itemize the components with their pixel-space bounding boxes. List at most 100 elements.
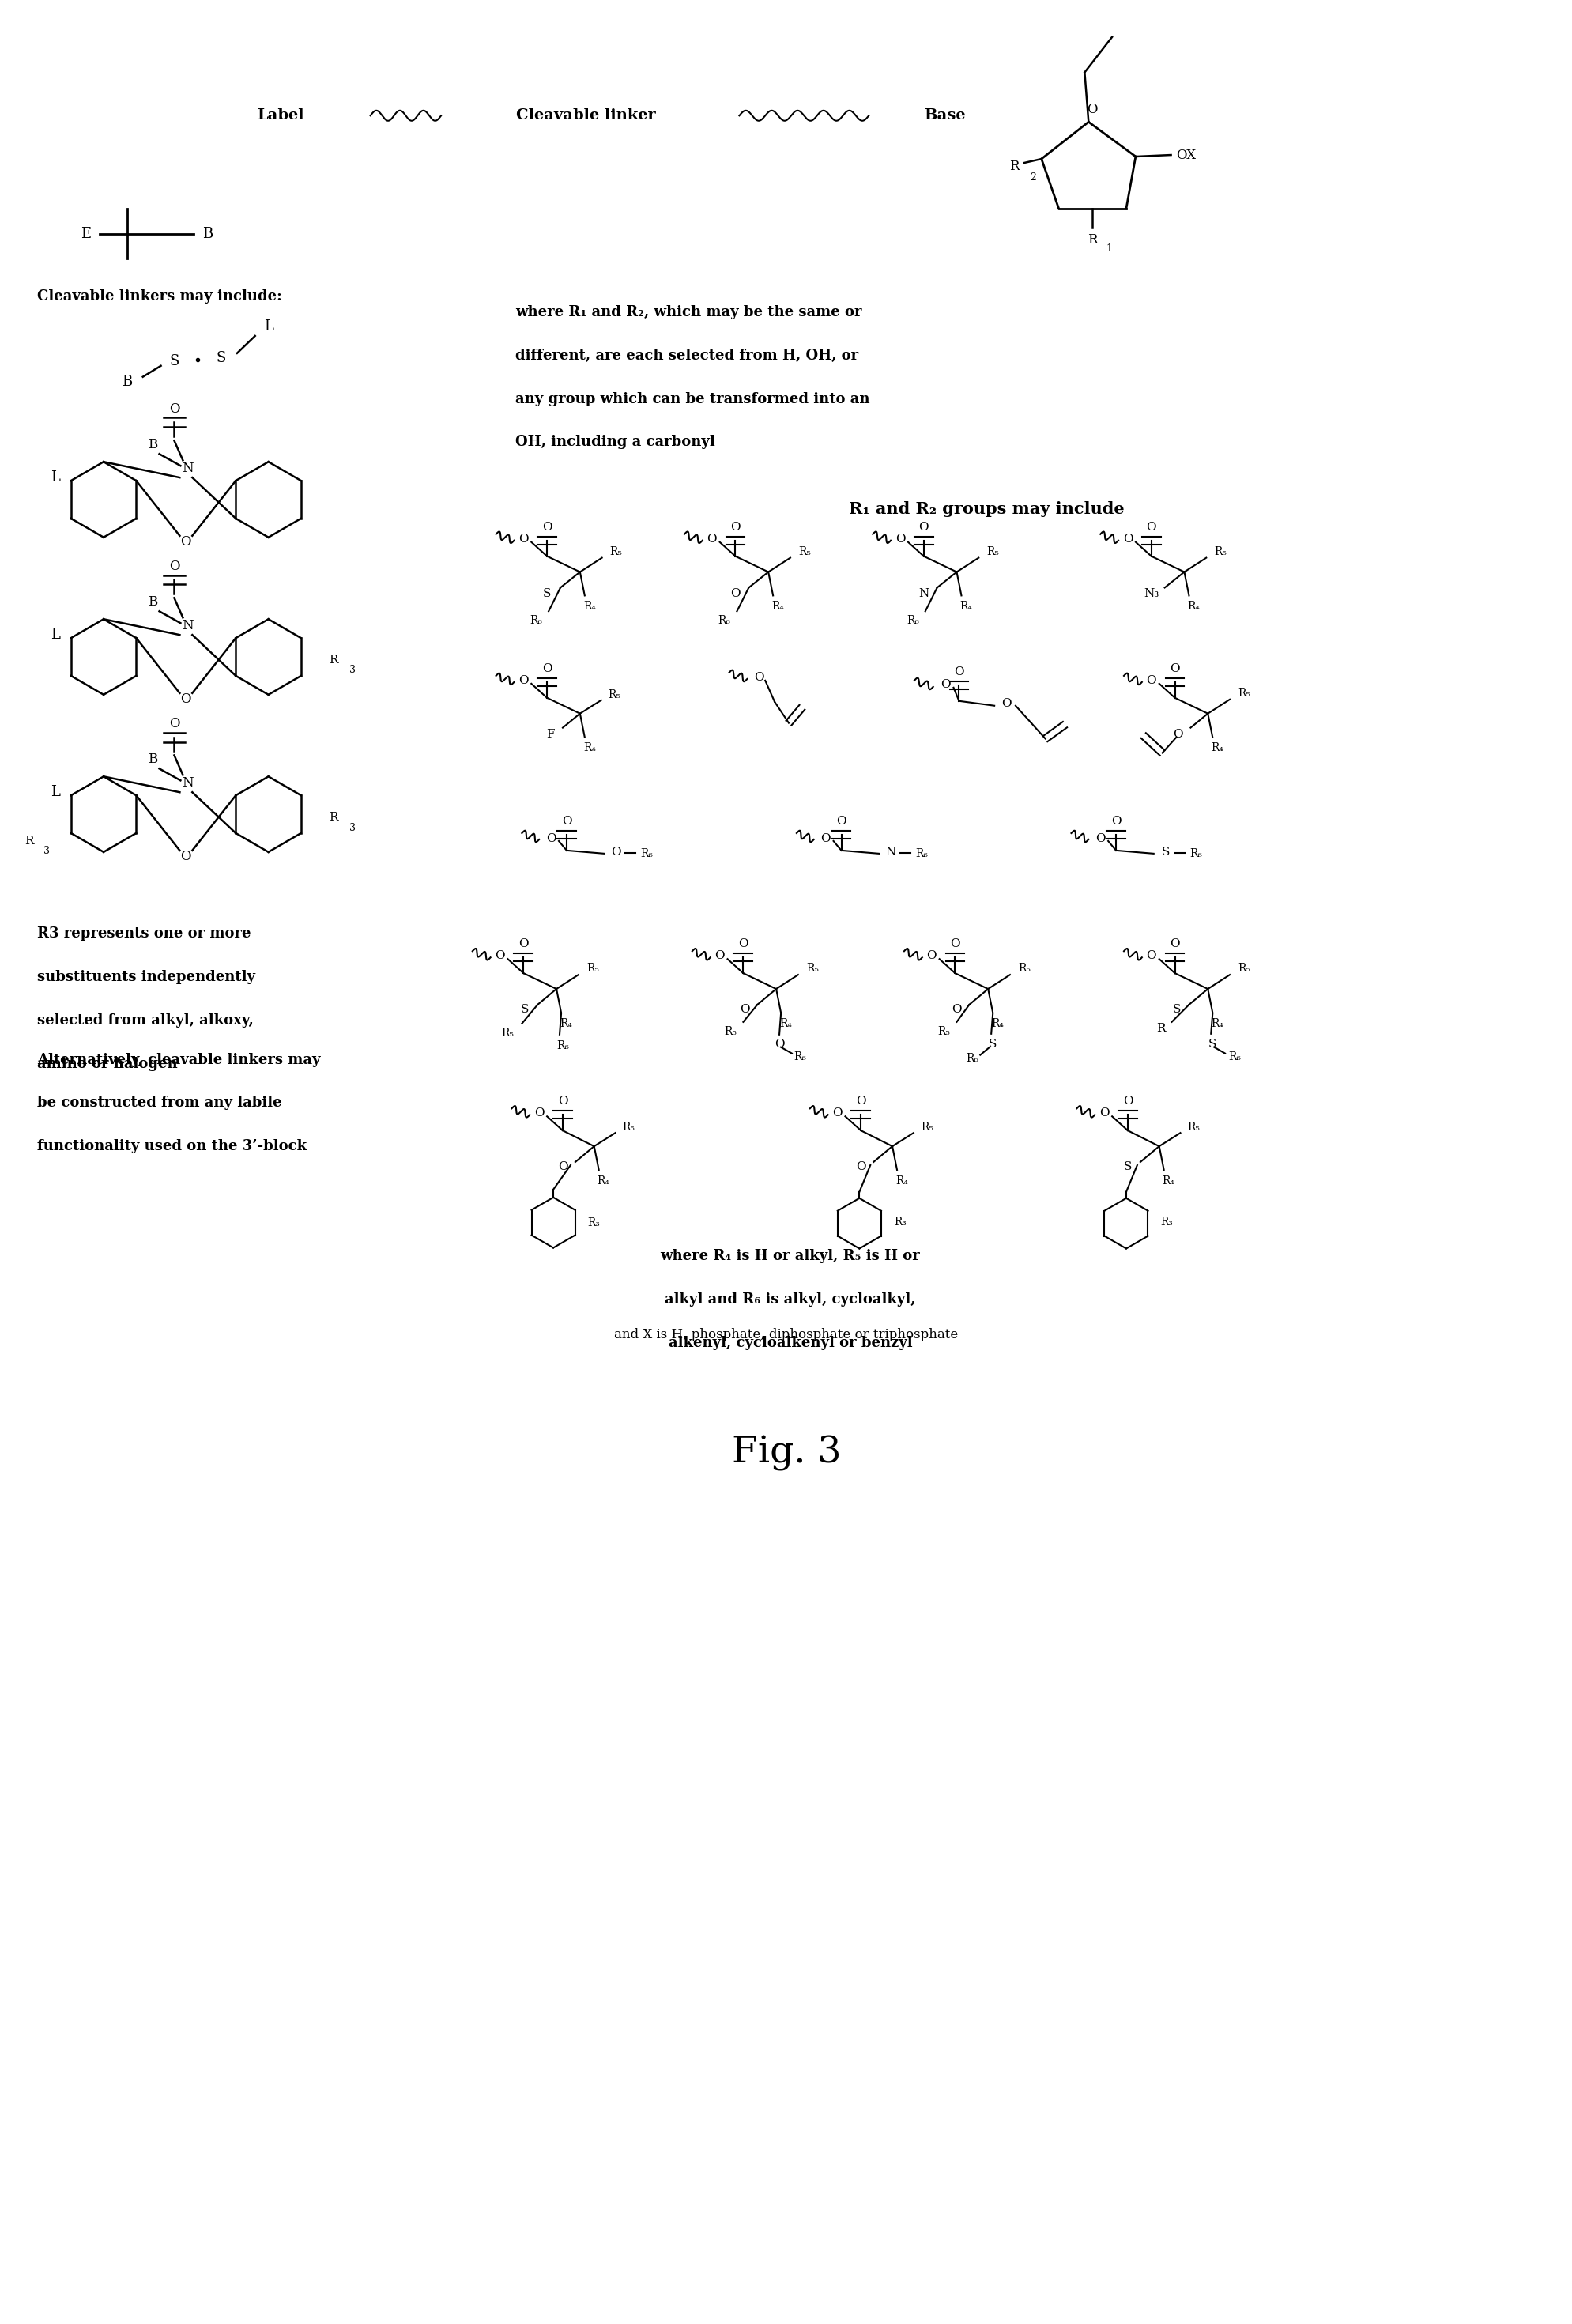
Text: B: B <box>123 374 132 388</box>
Text: O: O <box>954 667 964 676</box>
Text: OX: OX <box>1176 149 1196 163</box>
Text: and X is H, phosphate, diphosphate or triphosphate: and X is H, phosphate, diphosphate or tr… <box>615 1329 957 1341</box>
Text: O: O <box>1170 939 1179 951</box>
Text: O: O <box>168 718 179 730</box>
Text: R₅: R₅ <box>920 1122 932 1132</box>
Text: O: O <box>542 662 552 674</box>
Text: R₆: R₆ <box>530 616 542 625</box>
Text: O: O <box>558 1162 567 1171</box>
Text: S: S <box>1122 1162 1132 1171</box>
Text: S: S <box>1171 1004 1181 1016</box>
Text: R₆: R₆ <box>905 616 918 625</box>
Text: O: O <box>1146 951 1155 962</box>
Text: O: O <box>542 521 552 532</box>
Text: O: O <box>714 951 725 962</box>
Text: O: O <box>1086 102 1097 116</box>
Text: L: L <box>50 627 60 641</box>
Text: R₅: R₅ <box>623 1122 635 1132</box>
Text: R₅: R₅ <box>608 690 621 700</box>
Text: O: O <box>1173 727 1182 739</box>
Text: any group which can be transformed into an: any group which can be transformed into … <box>516 393 869 407</box>
Text: Label: Label <box>256 109 303 123</box>
Text: O: O <box>1146 521 1155 532</box>
Text: O: O <box>1122 535 1132 544</box>
Text: OH, including a carbonyl: OH, including a carbonyl <box>516 435 715 449</box>
Text: O: O <box>821 832 830 844</box>
Text: S: S <box>520 1004 528 1016</box>
Text: R: R <box>329 655 338 665</box>
Text: R₆: R₆ <box>915 848 927 860</box>
Text: O: O <box>519 674 528 686</box>
Text: O: O <box>729 588 740 600</box>
Text: F: F <box>545 727 553 739</box>
Text: R₆: R₆ <box>718 616 731 625</box>
Text: O: O <box>1094 832 1105 844</box>
Text: N: N <box>918 588 929 600</box>
Text: L: L <box>50 786 60 799</box>
Text: O: O <box>1122 1097 1132 1106</box>
Text: O: O <box>181 851 192 865</box>
Text: be constructed from any labile: be constructed from any labile <box>36 1097 281 1111</box>
Text: N: N <box>182 776 193 790</box>
Text: O: O <box>181 535 192 548</box>
Text: L: L <box>50 469 60 486</box>
Text: R: R <box>1155 1023 1165 1034</box>
Text: O: O <box>545 832 555 844</box>
Text: O: O <box>836 816 846 827</box>
Text: R₄: R₄ <box>583 602 596 611</box>
Text: alkyl and R₆ is alkyl, cycloalkyl,: alkyl and R₆ is alkyl, cycloalkyl, <box>665 1292 915 1306</box>
Text: S: S <box>217 351 226 365</box>
Text: 1: 1 <box>1105 244 1111 253</box>
Text: R₅: R₅ <box>586 962 599 974</box>
Text: R₅: R₅ <box>986 546 998 558</box>
Text: R: R <box>1086 232 1097 246</box>
Text: O: O <box>1170 662 1179 674</box>
Text: O: O <box>753 672 764 683</box>
Text: O: O <box>894 535 905 544</box>
Text: R₆: R₆ <box>556 1041 569 1050</box>
Text: R₆: R₆ <box>1188 848 1201 860</box>
Text: R₄: R₄ <box>583 744 596 753</box>
Text: O: O <box>495 951 505 962</box>
Text: O: O <box>729 521 740 532</box>
Text: O: O <box>561 816 571 827</box>
Text: R₄: R₄ <box>597 1176 610 1188</box>
Text: O: O <box>739 1004 750 1016</box>
Text: Fig. 3: Fig. 3 <box>731 1436 841 1471</box>
Text: O: O <box>773 1039 784 1050</box>
Text: O: O <box>1146 674 1155 686</box>
Text: R₄: R₄ <box>780 1018 791 1030</box>
Text: R₄: R₄ <box>1162 1176 1174 1188</box>
Text: different, are each selected from H, OH, or: different, are each selected from H, OH,… <box>516 349 858 363</box>
Text: O: O <box>940 679 949 690</box>
Text: B: B <box>148 595 157 609</box>
Text: S: S <box>1160 846 1170 858</box>
Text: O: O <box>558 1097 567 1106</box>
Text: O: O <box>706 535 717 544</box>
Text: R₆: R₆ <box>792 1050 805 1062</box>
Text: Base: Base <box>923 109 965 123</box>
Text: O: O <box>168 560 179 574</box>
Text: R₅: R₅ <box>501 1027 514 1039</box>
Text: N: N <box>182 618 193 632</box>
Text: S: S <box>1207 1039 1217 1050</box>
Text: Cleavable linker: Cleavable linker <box>516 109 656 123</box>
Text: B: B <box>148 437 157 451</box>
Text: O: O <box>1001 697 1011 709</box>
Text: R3 represents one or more: R3 represents one or more <box>36 927 250 941</box>
Text: R: R <box>1009 160 1019 174</box>
Text: S: S <box>170 353 179 367</box>
Text: O: O <box>168 402 179 416</box>
Text: O: O <box>612 846 621 858</box>
Text: R₃: R₃ <box>893 1215 905 1227</box>
Text: R₄: R₄ <box>990 1018 1003 1030</box>
Text: N: N <box>885 846 896 858</box>
Text: Alternatively, cleavable linkers may: Alternatively, cleavable linkers may <box>36 1053 321 1067</box>
Text: O: O <box>1099 1109 1108 1118</box>
Text: R₅: R₅ <box>1214 546 1226 558</box>
Text: S: S <box>542 588 550 600</box>
Text: O: O <box>855 1097 866 1106</box>
Text: 3: 3 <box>42 846 49 855</box>
Text: O: O <box>534 1109 544 1118</box>
Text: O: O <box>181 693 192 706</box>
